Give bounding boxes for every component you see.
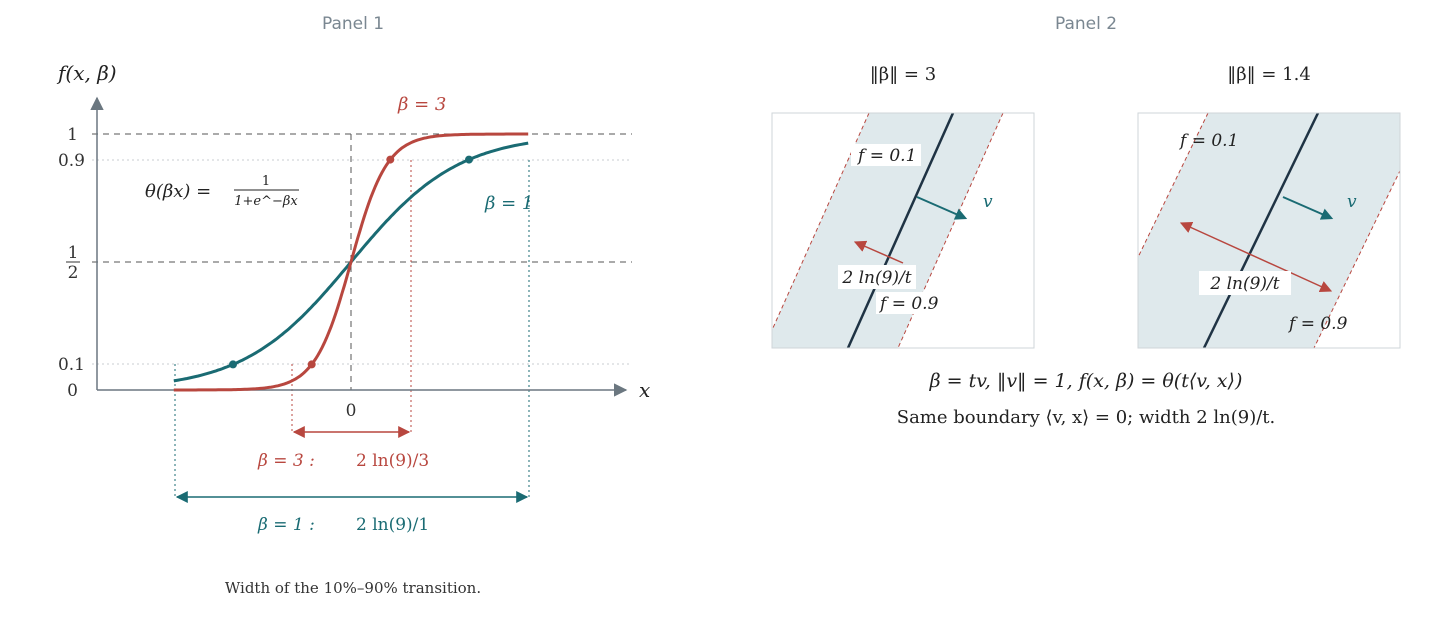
- label-beta1: β = 1: [484, 193, 533, 214]
- formula-lhs: θ(βx) =: [145, 181, 211, 202]
- width-beta3-name: β = 3 :: [257, 451, 315, 471]
- panel2-title: Panel 2: [1055, 14, 1117, 34]
- sigmoid-formula: θ(βx) = 1 1+e^−βx: [145, 174, 299, 209]
- subpanel-right-frame: [1137, 112, 1401, 349]
- f-high-label-right: f = 0.9: [1287, 314, 1348, 334]
- width-arrow-right: [1179, 221, 1333, 293]
- f-high-bg-left: [876, 292, 952, 314]
- panel1-title: Panel 1: [322, 14, 384, 34]
- f-high-label-left: f = 0.9: [878, 294, 939, 314]
- width-beta3-value: 2 ln(9)/3: [356, 451, 429, 471]
- subpanel-right: v 2 ln(9)/t f = 0.1 f = 0.9: [1137, 112, 1401, 349]
- v-arrow-left: [916, 196, 968, 220]
- ytick-0: 0: [67, 381, 78, 401]
- width-beta1-name: β = 1 :: [257, 515, 315, 535]
- xtick-0: 0: [346, 401, 357, 421]
- ytick-half: 1 2: [66, 243, 80, 283]
- f-low-label-left: f = 0.1: [856, 146, 916, 166]
- panel1-caption: Width of the 10%–90% transition.: [225, 579, 481, 597]
- decision-boundary-left: [846, 113, 955, 348]
- svg-text:2: 2: [68, 263, 79, 283]
- width-label-bg-left: [838, 265, 916, 289]
- svg-text:1: 1: [68, 243, 79, 263]
- subpanel-right-title: ‖β‖ = 1.4: [1227, 64, 1311, 85]
- v-arrow-right: [1282, 196, 1334, 220]
- ytick-0.9: 0.9: [58, 151, 85, 171]
- x-axis-label: x: [639, 378, 650, 402]
- subpanel-left: v 2 ln(9)/t f = 0.1 f = 0.9: [771, 112, 1035, 349]
- point-beta3-high: [386, 155, 395, 164]
- width-arrow-left: [853, 240, 904, 264]
- level-line-high-left: [897, 113, 1004, 348]
- panel1-width-guides: [174, 160, 530, 497]
- panel2-caption: Same boundary ⟨v, x⟩ = 0; width 2 ln(9)/…: [897, 407, 1276, 428]
- width-beta1-value: 2 ln(9)/1: [356, 515, 429, 535]
- curve-beta3: [173, 132, 529, 392]
- level-line-high-right: [1313, 169, 1400, 348]
- label-beta3: β = 3: [397, 94, 446, 115]
- width-label-left: 2 ln(9)/t: [841, 268, 911, 288]
- point-beta3-low: [307, 360, 316, 369]
- ytick-1: 1: [67, 125, 78, 145]
- formula-numerator: 1: [262, 174, 270, 189]
- panel1-curves: [173, 132, 529, 392]
- point-beta1-high: [465, 155, 473, 164]
- panel2-equation: β = tv, ‖v‖ = 1, f(x, β) = θ(t⟨v, x⟩): [929, 370, 1243, 392]
- subpanel-left-frame: [771, 112, 1035, 349]
- level-line-low-right: [1138, 113, 1209, 259]
- subpanel-left-title: ‖β‖ = 3: [870, 64, 936, 85]
- width-label-bg-right: [1199, 271, 1291, 295]
- point-beta1-low: [229, 360, 237, 369]
- ytick-0.1: 0.1: [58, 355, 85, 375]
- width-label-right: 2 ln(9)/t: [1209, 274, 1279, 294]
- y-axis-label: f(x, β): [56, 61, 117, 85]
- formula-denominator: 1+e^−βx: [234, 194, 298, 209]
- panel1-gridlines: [92, 133, 632, 390]
- v-label-left: v: [983, 192, 993, 212]
- f-low-bg-left: [851, 144, 921, 166]
- f-low-label-right: f = 0.1: [1178, 131, 1238, 151]
- transition-band-left: [772, 113, 1003, 348]
- v-label-right: v: [1347, 192, 1357, 212]
